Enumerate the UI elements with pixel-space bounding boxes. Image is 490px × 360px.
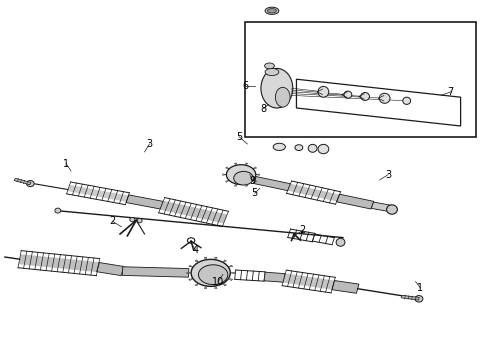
- Polygon shape: [234, 163, 237, 165]
- Text: 8: 8: [261, 104, 267, 114]
- Polygon shape: [126, 195, 163, 209]
- Ellipse shape: [234, 171, 253, 185]
- Ellipse shape: [295, 145, 303, 150]
- Text: 9: 9: [249, 176, 255, 186]
- Text: 7: 7: [448, 87, 454, 97]
- Polygon shape: [337, 194, 374, 209]
- Ellipse shape: [336, 238, 345, 246]
- Polygon shape: [222, 174, 226, 175]
- Polygon shape: [223, 260, 226, 262]
- Polygon shape: [253, 167, 257, 169]
- Text: 1: 1: [417, 283, 423, 293]
- Polygon shape: [264, 272, 285, 282]
- Polygon shape: [253, 176, 291, 191]
- Ellipse shape: [198, 265, 228, 284]
- Polygon shape: [14, 178, 31, 185]
- Polygon shape: [245, 184, 248, 186]
- Ellipse shape: [415, 296, 423, 302]
- Ellipse shape: [403, 97, 411, 104]
- Polygon shape: [215, 286, 217, 289]
- Polygon shape: [204, 286, 207, 289]
- Text: 5: 5: [236, 132, 242, 142]
- Ellipse shape: [26, 181, 34, 187]
- Polygon shape: [68, 185, 128, 202]
- Ellipse shape: [318, 86, 329, 97]
- Text: 2: 2: [300, 225, 306, 235]
- Text: 3: 3: [385, 170, 391, 180]
- Polygon shape: [225, 167, 229, 169]
- Ellipse shape: [308, 144, 317, 152]
- Ellipse shape: [261, 68, 293, 108]
- Polygon shape: [160, 201, 227, 223]
- Ellipse shape: [361, 93, 369, 100]
- Polygon shape: [223, 283, 226, 286]
- Text: 2: 2: [110, 216, 116, 226]
- Polygon shape: [189, 265, 193, 267]
- Polygon shape: [288, 184, 340, 202]
- Ellipse shape: [265, 7, 279, 14]
- Text: 6: 6: [242, 81, 248, 91]
- Polygon shape: [19, 254, 99, 272]
- Polygon shape: [97, 262, 124, 276]
- Polygon shape: [228, 265, 233, 267]
- Ellipse shape: [268, 9, 276, 13]
- Polygon shape: [230, 272, 235, 274]
- Polygon shape: [256, 174, 260, 175]
- Polygon shape: [195, 260, 198, 262]
- Polygon shape: [253, 180, 257, 182]
- Ellipse shape: [55, 208, 61, 213]
- Ellipse shape: [130, 217, 135, 222]
- Ellipse shape: [344, 91, 352, 98]
- Text: 1: 1: [63, 159, 69, 169]
- Polygon shape: [234, 184, 237, 186]
- Polygon shape: [371, 202, 393, 212]
- Ellipse shape: [273, 143, 285, 150]
- Polygon shape: [332, 280, 359, 293]
- Ellipse shape: [387, 205, 397, 214]
- Polygon shape: [215, 257, 217, 260]
- Polygon shape: [283, 273, 335, 290]
- Polygon shape: [122, 267, 189, 277]
- Text: 10: 10: [212, 276, 224, 287]
- Polygon shape: [195, 283, 198, 286]
- Ellipse shape: [379, 93, 390, 103]
- Ellipse shape: [265, 68, 279, 76]
- Polygon shape: [189, 279, 193, 280]
- Polygon shape: [204, 257, 207, 260]
- Text: 4: 4: [193, 245, 199, 255]
- Polygon shape: [401, 295, 419, 300]
- Ellipse shape: [191, 259, 230, 287]
- Polygon shape: [225, 180, 229, 182]
- Bar: [245, 22, 476, 137]
- Polygon shape: [187, 272, 191, 274]
- Ellipse shape: [275, 87, 290, 107]
- Polygon shape: [245, 163, 248, 165]
- Polygon shape: [228, 279, 233, 280]
- Ellipse shape: [265, 63, 274, 69]
- Ellipse shape: [137, 219, 142, 223]
- Ellipse shape: [318, 144, 329, 154]
- Text: 3: 3: [147, 139, 152, 149]
- Ellipse shape: [226, 165, 256, 185]
- Text: 5: 5: [252, 188, 258, 198]
